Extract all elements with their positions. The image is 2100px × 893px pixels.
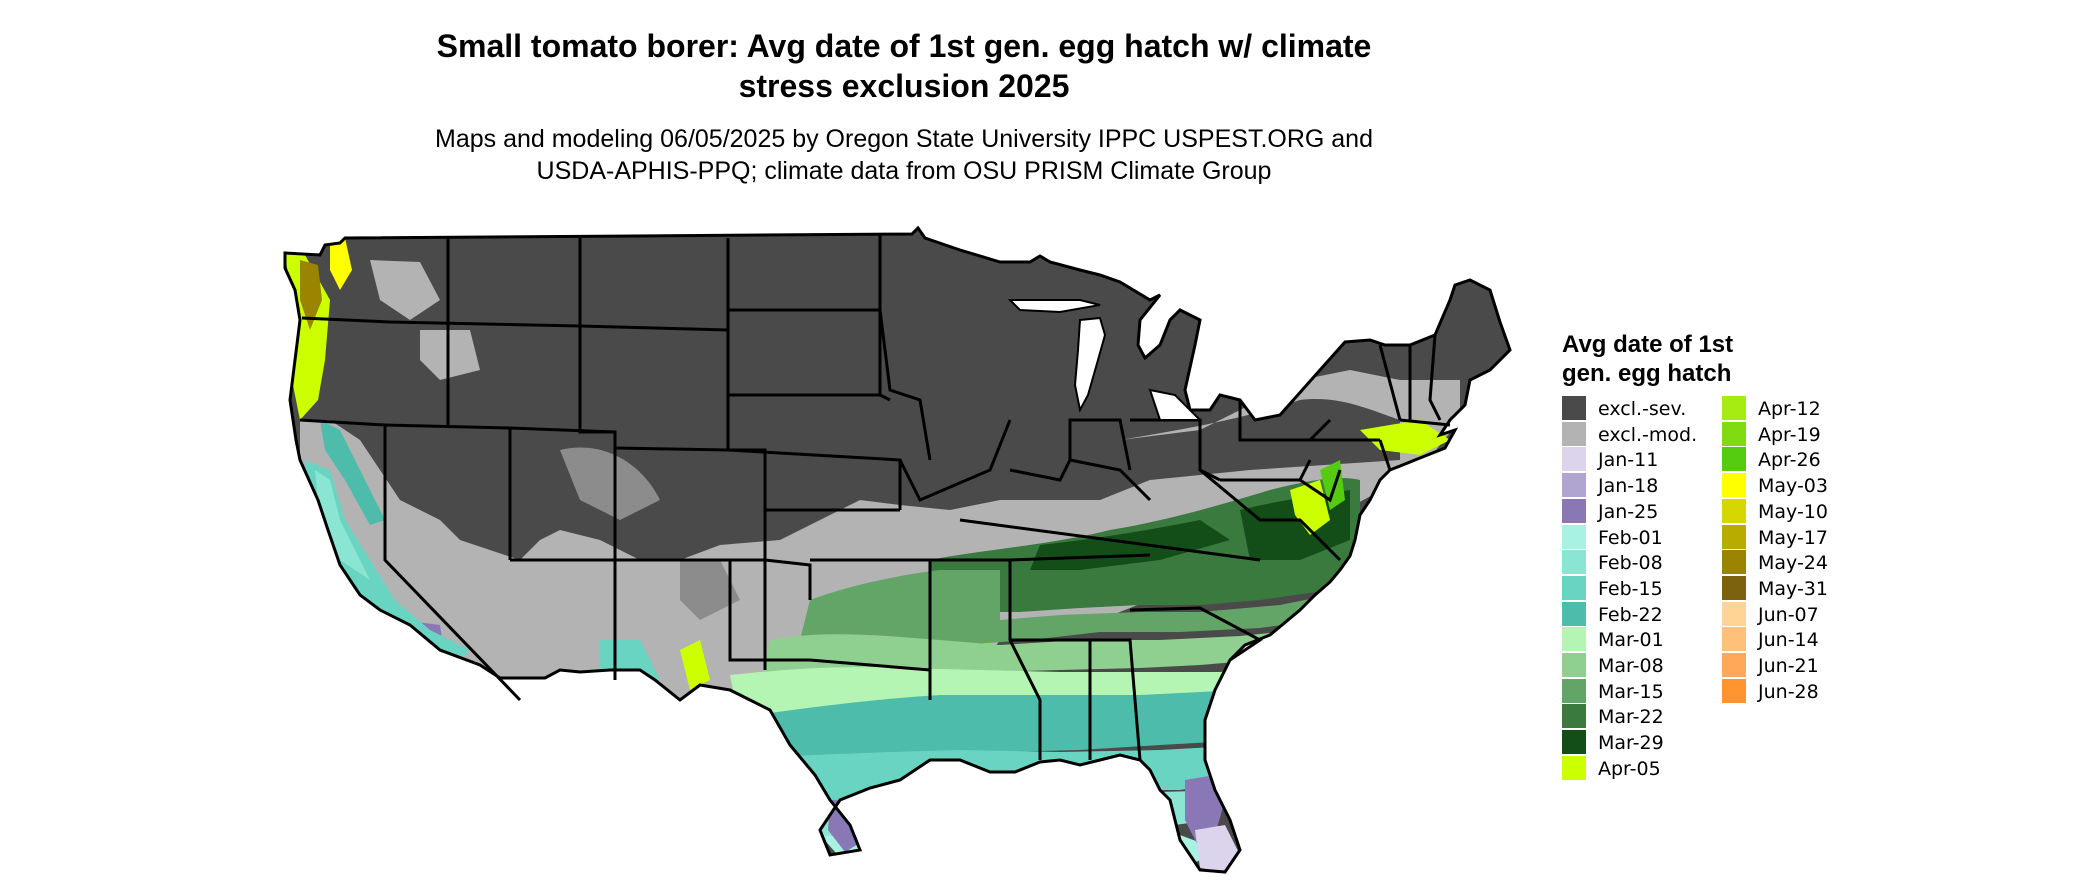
legend: Avg date of 1st gen. egg hatch excl.-sev… [1562, 330, 1828, 780]
legend-item: Mar-08 [1562, 653, 1722, 679]
legend-item: Jan-11 [1562, 447, 1722, 473]
legend-label: Jun-07 [1758, 603, 1819, 626]
legend-swatch [1722, 601, 1746, 626]
legend-item: Jun-07 [1722, 601, 1882, 628]
legend-label: May-24 [1758, 552, 1828, 575]
map-subtitle: Maps and modeling 06/05/2025 by Oregon S… [0, 123, 1808, 187]
legend-item: Mar-22 [1562, 704, 1722, 730]
legend-item: Apr-26 [1722, 447, 1882, 473]
legend-item: Apr-12 [1722, 396, 1882, 422]
legend-swatch [1562, 421, 1586, 446]
legend-item: Apr-19 [1722, 421, 1882, 448]
legend-item: Mar-29 [1562, 730, 1722, 756]
legend-label: May-31 [1758, 577, 1828, 600]
legend-label: Feb-08 [1598, 552, 1663, 575]
legend-label: Jun-14 [1758, 629, 1819, 652]
legend-label: Feb-01 [1598, 526, 1663, 549]
legend-swatch [1722, 421, 1746, 446]
legend-swatch [1722, 473, 1746, 498]
legend-label: Mar-08 [1598, 655, 1664, 677]
legend-swatch [1562, 730, 1586, 755]
legend-swatch [1562, 447, 1586, 472]
legend-label: Mar-22 [1598, 706, 1664, 729]
map-title-line-1: Small tomato borer: Avg date of 1st gen.… [436, 28, 1372, 64]
legend-item: excl.-mod. [1562, 421, 1722, 448]
legend-item: May-17 [1722, 524, 1882, 551]
legend-item: Mar-15 [1562, 678, 1722, 705]
legend-item: Jun-14 [1722, 627, 1882, 653]
legend-item: May-10 [1722, 498, 1882, 525]
legend-label: Apr-12 [1758, 398, 1821, 420]
legend-label: Feb-22 [1598, 603, 1663, 626]
legend-label: excl.-mod. [1598, 423, 1698, 446]
legend-swatch [1562, 550, 1586, 575]
legend-swatch [1562, 473, 1586, 498]
legend-swatch [1562, 396, 1586, 420]
legend-swatch [1722, 627, 1746, 652]
legend-swatch [1562, 704, 1586, 729]
legend-label: Jan-25 [1598, 500, 1659, 523]
legend-item: May-03 [1722, 473, 1882, 499]
legend-title-line-2: gen. egg hatch [1562, 360, 1732, 387]
legend-title: Avg date of 1st gen. egg hatch [1562, 330, 1733, 388]
legend-label: excl.-sev. [1598, 398, 1687, 420]
legend-label: Mar-01 [1598, 629, 1664, 652]
legend-label: Jun-21 [1758, 655, 1819, 677]
legend-item: Apr-05 [1562, 755, 1722, 782]
legend-item: May-31 [1722, 575, 1882, 602]
legend-item: Jan-18 [1562, 473, 1722, 499]
legend-item: Jun-28 [1722, 678, 1882, 705]
legend-swatch [1722, 447, 1746, 472]
legend-swatch [1562, 678, 1586, 703]
map-title-line-2: stress exclusion 2025 [738, 68, 1070, 104]
legend-swatch [1562, 653, 1586, 677]
legend-item: Feb-01 [1562, 524, 1722, 551]
legend-swatch [1722, 653, 1746, 677]
legend-swatch [1562, 498, 1586, 523]
legend-item: Jun-21 [1722, 653, 1882, 679]
legend-label: Jan-11 [1598, 449, 1659, 472]
legend-label: Jan-18 [1598, 475, 1659, 498]
legend-swatch [1562, 524, 1586, 549]
us-outline [283, 225, 1512, 874]
legend-swatch [1722, 396, 1746, 420]
legend-item: Feb-08 [1562, 550, 1722, 576]
legend-item: excl.-sev. [1562, 396, 1722, 422]
legend-label: May-03 [1758, 475, 1828, 498]
legend-item: May-24 [1722, 550, 1882, 576]
legend-item: Feb-22 [1562, 601, 1722, 628]
legend-label: Mar-15 [1598, 680, 1664, 703]
legend-swatch [1562, 755, 1586, 780]
legend-swatch [1722, 550, 1746, 575]
legend-swatch [1722, 498, 1746, 523]
legend-item: Feb-15 [1562, 575, 1722, 602]
legend-item: Mar-01 [1562, 627, 1722, 653]
great-lakes [1007, 299, 1203, 421]
legend-label: Apr-19 [1758, 423, 1821, 446]
legend-label: Apr-26 [1758, 449, 1821, 472]
legend-label: Mar-29 [1598, 732, 1664, 755]
state-boundaries [299, 234, 1451, 761]
legend-title-line-1: Avg date of 1st [1562, 331, 1734, 358]
legend-label: Jun-28 [1758, 680, 1819, 703]
legend-item: Jan-25 [1562, 498, 1722, 525]
legend-label: May-17 [1758, 526, 1828, 549]
legend-label: Feb-15 [1598, 577, 1663, 600]
legend-swatch [1562, 575, 1586, 600]
legend-swatch [1562, 627, 1586, 652]
legend-label: May-10 [1758, 500, 1828, 523]
legend-swatch [1562, 601, 1586, 626]
legend-swatch [1722, 524, 1746, 549]
us-degree-day-map [283, 225, 1512, 874]
map-subtitle-line-2: USDA-APHIS-PPQ; climate data from OSU PR… [536, 157, 1272, 185]
map-title: Small tomato borer: Avg date of 1st gen.… [0, 26, 1808, 106]
legend-swatch [1722, 678, 1746, 703]
legend-label: Apr-05 [1598, 757, 1661, 780]
map-subtitle-line-1: Maps and modeling 06/05/2025 by Oregon S… [435, 125, 1373, 153]
legend-swatch [1722, 575, 1746, 600]
